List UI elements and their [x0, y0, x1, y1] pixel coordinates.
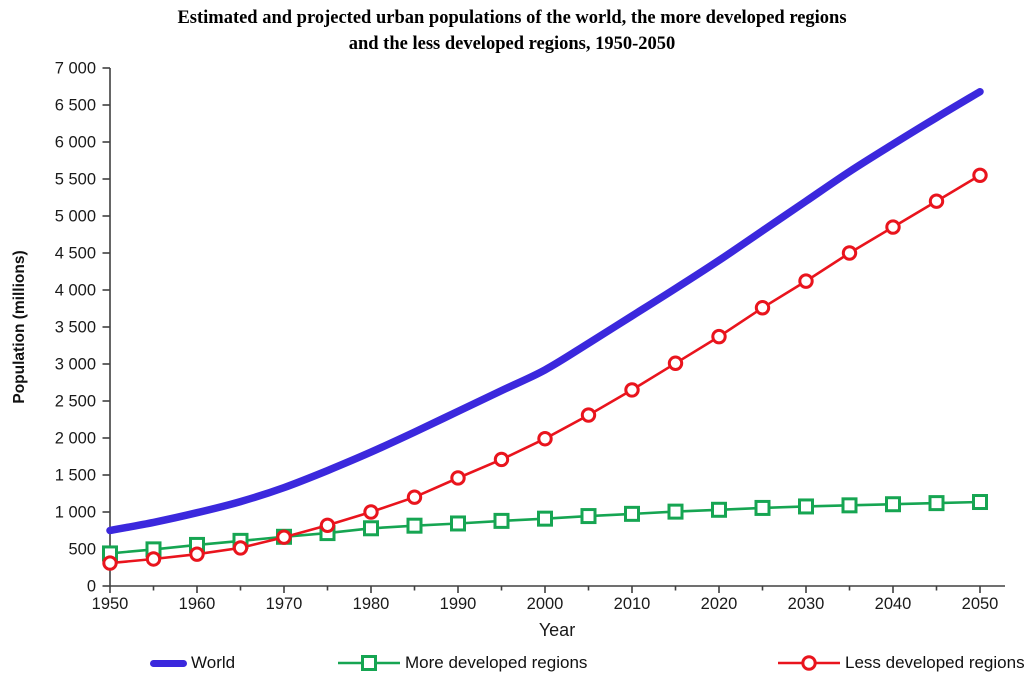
svg-text:7 000: 7 000 — [55, 60, 96, 78]
series-world — [106, 87, 984, 535]
y-tick-labels: 7 000 6 500 6 000 5 500 5 000 4 500 4 000 3 500… — [55, 60, 96, 596]
svg-text:2 000: 2 000 — [55, 430, 96, 448]
x-axis-title: Year — [539, 620, 575, 640]
world-line-sample-icon — [150, 659, 187, 667]
chart-canvas: 7 000 6 500 6 000 5 500 5 000 4 500 4 000 3 500… — [11, 60, 1005, 640]
circle-marker-line-sample-icon — [778, 655, 840, 671]
svg-text:4 500: 4 500 — [55, 245, 96, 263]
svg-text:1990: 1990 — [440, 595, 477, 613]
title-line-2: and the less developed regions, 1950-205… — [348, 34, 676, 55]
legend: World More developed regions Less develo… — [0, 650, 1024, 678]
y-axis-title: Population (millions) — [11, 250, 28, 403]
svg-text:1950: 1950 — [92, 595, 129, 613]
svg-text:1960: 1960 — [179, 595, 216, 613]
svg-text:500: 500 — [68, 541, 96, 559]
svg-text:6 500: 6 500 — [55, 97, 96, 115]
svg-text:4 000: 4 000 — [55, 282, 96, 300]
svg-text:0: 0 — [87, 578, 96, 596]
svg-text:1 000: 1 000 — [55, 504, 96, 522]
legend-label-less-developed: Less developed regions — [845, 653, 1024, 672]
svg-text:3 000: 3 000 — [55, 356, 96, 374]
svg-text:2030: 2030 — [788, 595, 825, 613]
legend-label-world: World — [191, 653, 236, 672]
legend-item-less-developed: Less developed regions — [777, 650, 1024, 676]
square-marker-line-sample-icon — [338, 655, 400, 671]
svg-text:2000: 2000 — [527, 595, 564, 613]
svg-text:6 000: 6 000 — [55, 134, 96, 152]
svg-text:1980: 1980 — [353, 595, 390, 613]
legend-item-more-developed: More developed regions — [337, 650, 587, 676]
legend-item-world: World — [150, 650, 235, 676]
legend-label-more-developed: More developed regions — [405, 653, 588, 672]
svg-text:2010: 2010 — [614, 595, 651, 613]
series-less-developed — [102, 167, 988, 571]
svg-text:5 500: 5 500 — [55, 171, 96, 189]
svg-text:1 500: 1 500 — [55, 467, 96, 485]
svg-text:2050: 2050 — [962, 595, 999, 613]
svg-text:2020: 2020 — [701, 595, 738, 613]
title-line-1: Estimated and projected urban population… — [177, 8, 847, 28]
page-title: Estimated and projected urban population… — [0, 5, 1024, 58]
svg-text:5 000: 5 000 — [55, 208, 96, 226]
x-tick-labels: 1950 1960 1970 1980 1990 2000 2010 2020 2030 2040… — [92, 595, 999, 613]
svg-text:1970: 1970 — [266, 595, 303, 613]
svg-text:2040: 2040 — [875, 595, 912, 613]
axes — [102, 67, 1005, 593]
svg-text:3 500: 3 500 — [55, 319, 96, 337]
svg-text:2 500: 2 500 — [55, 393, 96, 411]
